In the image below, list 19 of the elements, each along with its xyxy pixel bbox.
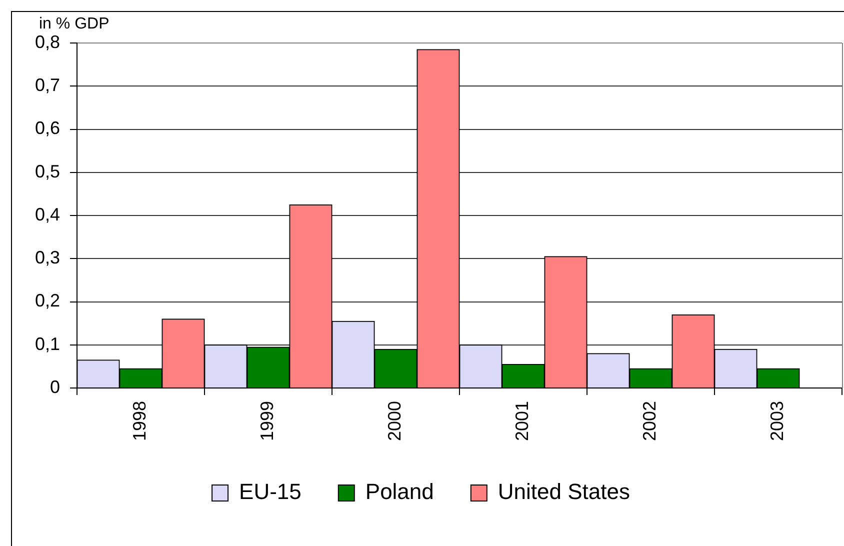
legend-label: Poland — [365, 479, 434, 504]
y-tick-label: 0,4 — [34, 204, 60, 224]
x-tick-label: 1998 — [130, 401, 150, 442]
x-tick-label: 2001 — [512, 401, 532, 442]
y-tick-label: 0,6 — [34, 118, 60, 138]
y-axis-title: in % GDP — [39, 15, 110, 32]
y-tick-label: 0,2 — [34, 290, 60, 311]
y-tick-label: 0,8 — [34, 32, 60, 52]
y-tick-label: 0,5 — [34, 161, 60, 182]
x-tick-label: 2000 — [384, 401, 405, 442]
x-tick-label: 2003 — [767, 401, 788, 442]
y-tick-label: 0 — [50, 376, 60, 397]
legend-label: EU-15 — [239, 479, 302, 504]
x-tick-label: 2002 — [640, 401, 660, 442]
y-tick-label: 0,3 — [34, 248, 60, 268]
x-tick-label: 1999 — [257, 401, 278, 442]
y-tick-label: 0,7 — [34, 75, 60, 96]
y-tick-label: 0,1 — [34, 334, 60, 354]
legend-label: United States — [498, 479, 630, 504]
